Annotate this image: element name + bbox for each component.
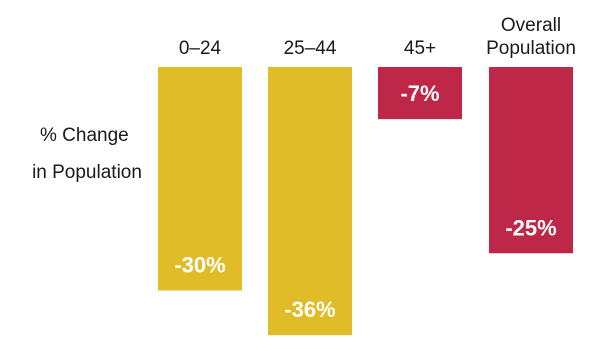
bar-2 — [268, 67, 352, 336]
value-label-1: -30% — [174, 253, 225, 278]
category-label-3-line-1: 45+ — [404, 38, 436, 59]
category-labels-group: 0–24 25–44 45+ Overall Population — [179, 15, 576, 59]
category-label-2-line-1: 25–44 — [284, 38, 337, 59]
y-axis-label-line-2: in Population — [32, 162, 142, 183]
category-label-4-line-1: Overall — [501, 15, 561, 36]
bar-4 — [489, 67, 573, 254]
value-label-2: -36% — [284, 297, 335, 322]
category-label-4: Overall Population — [486, 15, 576, 59]
value-label-3: -7% — [400, 81, 439, 106]
category-label-4-line-2: Population — [486, 38, 576, 59]
value-labels-group: -30% -36% -7% -25% — [174, 81, 556, 322]
value-label-4: -25% — [505, 215, 556, 240]
category-label-1: 0–24 — [179, 38, 222, 59]
y-axis-label-line-1: % Change — [40, 125, 129, 146]
bar-3 — [378, 67, 462, 120]
category-label-3: 45+ — [404, 38, 436, 59]
y-axis-label: % Change in Population — [32, 125, 142, 183]
category-label-1-line-1: 0–24 — [179, 38, 222, 59]
category-label-2: 25–44 — [284, 38, 337, 59]
bar-1 — [158, 67, 242, 291]
bars-group — [158, 67, 573, 336]
